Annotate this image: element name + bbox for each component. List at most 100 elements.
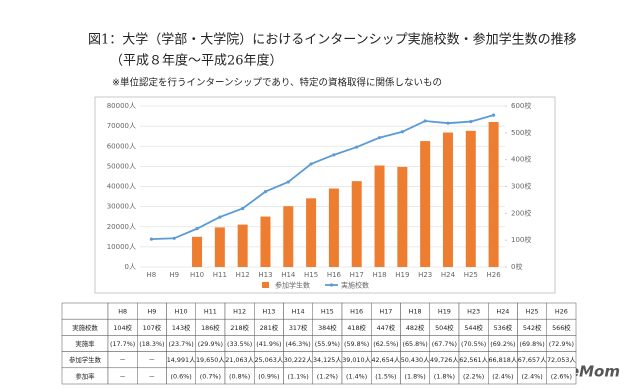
bar	[397, 166, 408, 267]
row-header: 実施校数	[72, 323, 98, 332]
bar	[420, 141, 431, 267]
x-tick-label: H17	[350, 271, 364, 279]
bar	[374, 165, 385, 267]
table-value: (17.7%)	[110, 340, 135, 348]
table-value: (1.5%)	[375, 372, 396, 380]
table-value: (46.3%)	[285, 340, 310, 348]
column-header: H14	[292, 308, 305, 316]
table-value: (2.2%)	[463, 372, 484, 380]
line-point	[172, 236, 176, 240]
table-value: (1.8%)	[405, 372, 426, 380]
legend-swatch	[329, 283, 334, 287]
column-header: H26	[555, 308, 568, 316]
title: 図1：大学（学部・大学院）におけるインターンシップ実施校数・参加学生数の推移	[88, 32, 577, 48]
table-value: 72,053人	[547, 356, 576, 364]
bar	[260, 216, 271, 267]
bar	[328, 188, 339, 267]
table-value: 66,818人	[488, 356, 517, 364]
y2-tick-label: 500校	[511, 128, 531, 137]
line-point	[263, 189, 268, 194]
y2-tick-label: 300校	[511, 182, 531, 191]
chart-frame	[94, 96, 556, 294]
column-header: H24	[496, 308, 509, 316]
table-value: (70.5%)	[461, 340, 486, 348]
bar	[465, 130, 476, 267]
table-value: (2.4%)	[522, 372, 543, 380]
line-point	[332, 153, 336, 157]
x-tick-label: H13	[258, 271, 272, 279]
y-tick-label: 80000人	[107, 102, 136, 110]
table-value: (1.2%)	[317, 372, 338, 380]
table-value: 544校	[464, 323, 483, 332]
table-value: 317校	[289, 323, 308, 332]
bar	[237, 224, 248, 267]
table-value: 30,222人	[284, 356, 313, 364]
line-point	[491, 113, 496, 117]
y-tick-label: 60000人	[107, 142, 136, 150]
x-tick-label: H11	[213, 271, 227, 279]
y2-tick-label: 0校	[511, 262, 522, 271]
bar	[351, 181, 362, 267]
x-tick-label: H26	[487, 271, 502, 279]
table-value: 62,561人	[459, 356, 488, 364]
column-header: H9	[147, 308, 156, 316]
x-tick-label: H8	[147, 271, 157, 279]
table-value: 50,430人	[401, 356, 430, 364]
line-point	[309, 162, 313, 166]
table-value: 447校	[377, 323, 396, 332]
table-value: 281校	[260, 323, 279, 332]
line-point	[377, 136, 382, 140]
x-tick-label: H15	[304, 271, 318, 279]
table-value: 566校	[552, 323, 571, 332]
table-value: (69.2%)	[490, 340, 515, 348]
table-value: (29.9%)	[198, 340, 223, 348]
column-header: H10	[175, 308, 188, 316]
x-tick-label: H9	[169, 271, 179, 279]
table-value: (41.9%)	[256, 340, 281, 348]
table-value: 536校	[494, 323, 513, 332]
y2-tick-label: 200校	[511, 208, 531, 217]
table-value: (0.8%)	[229, 372, 250, 380]
table-value: (67.7%)	[432, 340, 457, 348]
y-tick-label: 70000人	[107, 122, 136, 130]
row-header: 参加率	[75, 371, 95, 380]
row-header: 参加学生数	[69, 355, 102, 364]
y-tick-label: 30000人	[107, 203, 136, 211]
table-value: 418校	[347, 323, 366, 332]
column-header: H17	[379, 308, 392, 316]
table-value: (2.6%)	[551, 372, 572, 380]
bar	[192, 236, 203, 267]
table-value: 34,125人	[313, 356, 342, 364]
table-value: 42,654人	[371, 356, 400, 364]
table-cell	[61, 302, 109, 320]
line	[151, 114, 494, 240]
line-point	[446, 121, 450, 125]
table-value: －	[119, 356, 125, 364]
table-value: (18.3%)	[139, 340, 164, 348]
column-header: H15	[321, 308, 334, 316]
table-value: 504校	[435, 323, 454, 332]
line-point	[241, 206, 245, 211]
table-value: (0.7%)	[200, 372, 221, 380]
column-header: H12	[233, 308, 246, 316]
column-header: H18	[409, 308, 422, 316]
line-point	[149, 237, 154, 241]
table-value: (65.8%)	[402, 340, 427, 348]
line-point	[423, 119, 427, 123]
x-tick-label: H18	[372, 271, 386, 279]
y-tick-label: 10000人	[107, 243, 136, 251]
table-value: (0.6%)	[171, 372, 192, 380]
table-value: (62.5%)	[373, 340, 398, 348]
note: ※単位認定を行うインターンシップであり、特定の資格取得に関係しないもの	[112, 77, 442, 89]
table-value: (1.1%)	[288, 372, 309, 380]
table-value: 67,657人	[518, 356, 547, 364]
y2-tick-label: 600校	[511, 101, 531, 110]
table-value: 104校	[113, 323, 132, 332]
column-header: H19	[438, 308, 451, 316]
table-value: (72.9%)	[549, 340, 574, 348]
x-tick-label: H16	[327, 271, 342, 279]
column-header: H8	[118, 308, 127, 316]
y-tick-label: 20000人	[107, 223, 136, 231]
column-header: H13	[262, 308, 275, 316]
